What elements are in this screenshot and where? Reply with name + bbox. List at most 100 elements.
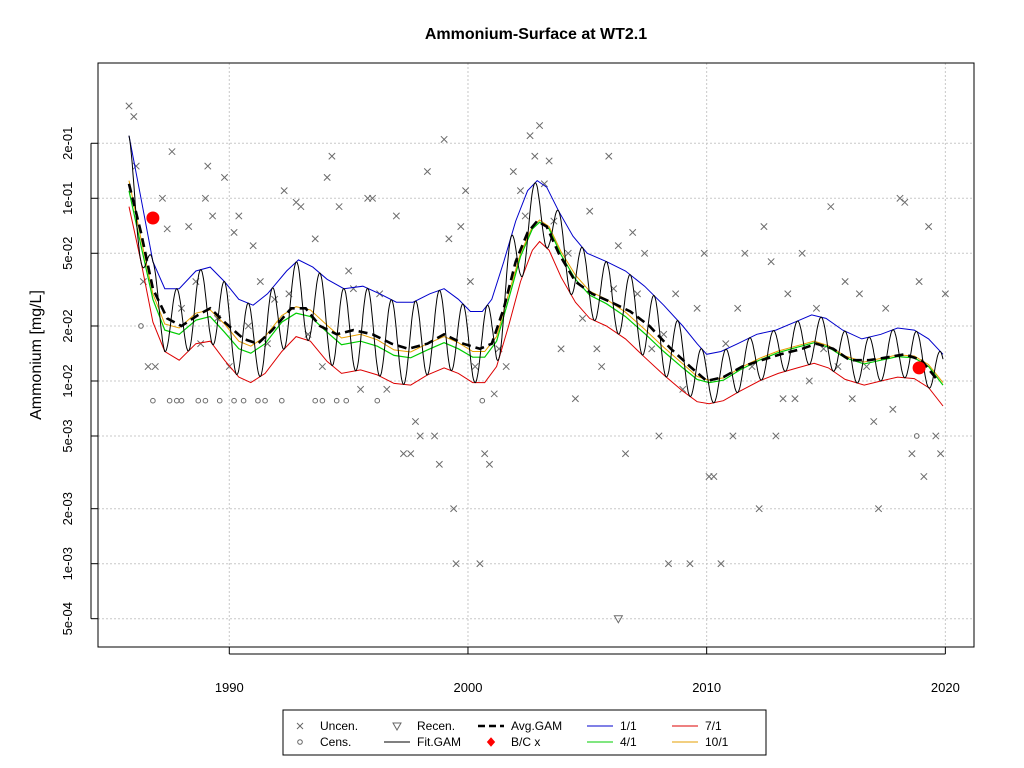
uncensored-point [163, 225, 171, 233]
uncensored-point [571, 395, 579, 403]
uncensored-point [311, 235, 319, 243]
uncensored-point [841, 278, 849, 286]
uncensored-point [901, 198, 909, 206]
uncensored-point [578, 314, 587, 322]
censored-point [913, 433, 920, 439]
uncensored-point [466, 278, 474, 286]
series-7-1-line [128, 206, 944, 407]
censored-point [150, 397, 156, 404]
uncensored-point [521, 212, 529, 220]
avg-gam-line [127, 183, 940, 383]
censored-point [255, 397, 261, 404]
legend-symbol [486, 737, 496, 747]
uncensored-point [450, 505, 458, 513]
uncensored-point [882, 304, 890, 312]
uncensored-point [760, 223, 768, 231]
series-1-1-line [128, 135, 944, 355]
censored-point [479, 397, 486, 404]
uncensored-point [557, 345, 565, 353]
uncensored-point [509, 168, 517, 176]
series-10-1-line [128, 180, 944, 383]
censored-point [231, 397, 237, 404]
x-tick-label: 2010 [692, 680, 721, 695]
y-tick-label: 1e-02 [60, 364, 75, 397]
uncensored-point [383, 385, 391, 393]
censored-point [333, 397, 340, 404]
uncensored-point [648, 345, 656, 353]
legend-label: 4/1 [620, 735, 637, 749]
uncensored-point [411, 417, 420, 426]
uncensored-point [874, 505, 883, 513]
bc-point [912, 361, 926, 375]
uncensored-point [452, 560, 460, 568]
y-axis-label: Ammonium [mg/L] [28, 290, 45, 420]
uncensored-point [621, 450, 630, 458]
uncensored-point [323, 173, 331, 182]
uncensored-point [937, 450, 945, 458]
uncensored-point [185, 223, 193, 231]
uncensored-point [271, 295, 279, 303]
y-tick-label: 2e-03 [60, 492, 75, 525]
plot-border [97, 62, 975, 648]
uncensored-point [399, 450, 408, 458]
uncensored-point [197, 340, 205, 348]
uncensored-point [502, 362, 510, 371]
uncensored-point [209, 212, 217, 220]
y-tick-label: 5e-04 [60, 602, 75, 635]
uncensored-point [784, 290, 792, 298]
recensored-point [613, 615, 624, 624]
legend-label: 10/1 [705, 735, 729, 749]
uncensored-point [672, 290, 680, 298]
uncensored-point [686, 560, 694, 568]
uncensored-point [855, 290, 863, 298]
legend-symbol [297, 739, 303, 745]
uncensored-point [204, 162, 212, 170]
censored-point [312, 397, 319, 404]
legend-item-s41: 4/1 [587, 735, 637, 749]
uncensored-point [586, 207, 594, 215]
uncensored-point [655, 432, 663, 440]
uncensored-point [357, 385, 365, 393]
uncensored-point [641, 249, 649, 257]
series-lines [127, 135, 944, 407]
uncensored-point [717, 560, 725, 568]
legend-item-cens: Cens. [297, 735, 351, 749]
uncensored-point [168, 148, 176, 156]
uncensored-point [318, 362, 326, 371]
uncensored-point [605, 152, 613, 160]
uncensored-point [848, 395, 856, 403]
series-4-1-line [128, 190, 944, 386]
uncensored-point [870, 417, 878, 426]
y-tick-label: 5e-02 [60, 237, 75, 270]
legend-item-bc: B/C x [486, 735, 540, 749]
x-tick-label: 1990 [215, 680, 244, 695]
uncensored-point [423, 168, 431, 176]
uncensored-point [230, 228, 238, 237]
censored-point [166, 397, 173, 404]
uncensored-point [158, 194, 167, 202]
uncensored-point [462, 187, 470, 195]
legend-symbol [296, 722, 304, 730]
uncensored-point [779, 395, 787, 403]
y-tick-label: 1e-01 [60, 182, 75, 215]
uncensored-point [693, 304, 701, 312]
legend-item-avg: Avg.GAM [478, 719, 562, 733]
uncensored-point [345, 267, 353, 275]
uncensored-point [755, 505, 763, 513]
uncensored-point [664, 560, 673, 568]
legend-item-fit: Fit.GAM [384, 735, 461, 749]
uncensored-point [812, 304, 821, 312]
uncensored-point [244, 322, 252, 330]
x-tick-label: 2020 [931, 680, 960, 695]
uncensored-point [235, 212, 243, 220]
uncensored-point [540, 180, 548, 188]
uncensored-point [925, 223, 933, 231]
uncensored-point [349, 285, 357, 293]
uncensored-point [791, 395, 799, 403]
uncensored-point [476, 560, 484, 568]
legend-item-s71: 7/1 [672, 719, 722, 733]
uncensored-point [545, 157, 553, 165]
uncensored-point [368, 194, 377, 202]
uncensored-point [392, 212, 400, 220]
uncensored-point [256, 278, 264, 286]
